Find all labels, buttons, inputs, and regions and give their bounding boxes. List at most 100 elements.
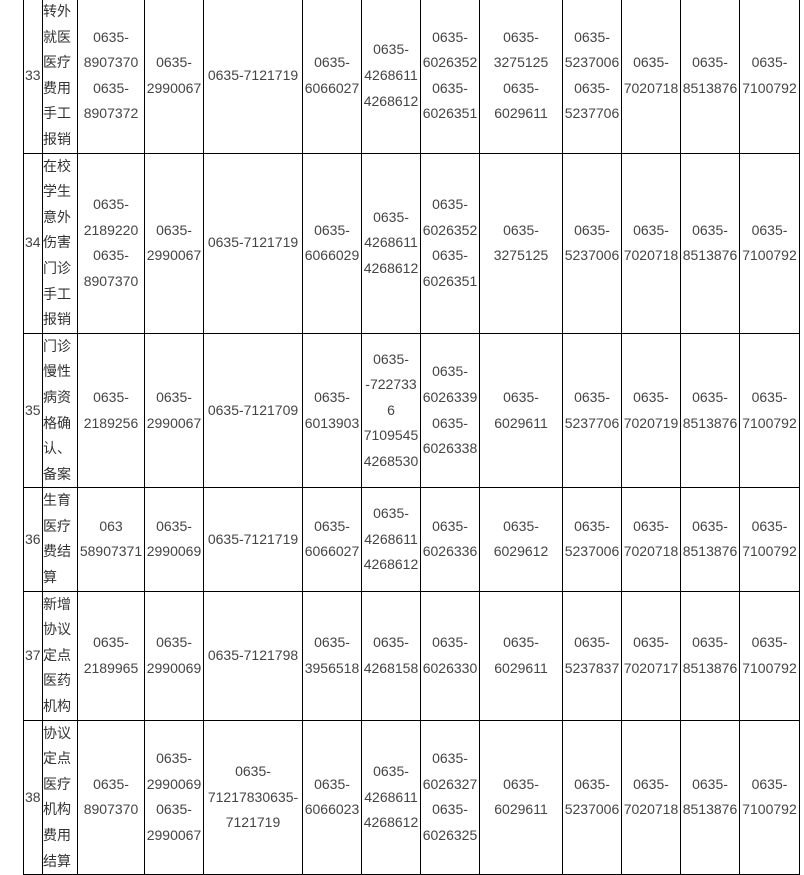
phone-cell: 0635-2990069 0635-2990067 xyxy=(144,719,204,875)
phone-number: 0635-5237006 xyxy=(564,517,620,560)
phone-cell: 0635-5237837 xyxy=(562,590,622,721)
phone-cell: 0635-8513876 xyxy=(680,332,740,489)
phone-cell: 0635-5237006 xyxy=(562,152,622,334)
phone-cell: 0635-2189965 xyxy=(77,590,145,721)
phone-number: 0635-8907370 xyxy=(83,28,139,71)
phone-cell: 0635-6026352 0635-6026351 xyxy=(420,152,480,334)
service-name: 生育医疗费结算 xyxy=(42,487,78,592)
phone-number: 0635-5237837 xyxy=(564,634,620,676)
phone-cell: 0635-7121719 xyxy=(203,152,303,334)
phone-cell: 0635-6026330 xyxy=(420,590,480,721)
phone-cell: 0635-2990069 xyxy=(144,487,204,592)
phone-cell: 0635-5237006 xyxy=(562,719,622,875)
phone-number: 0635-7121719 xyxy=(207,234,299,251)
phone-cell: 0635-2990069 xyxy=(144,590,204,721)
phone-number: 0635-8907370 xyxy=(83,775,139,818)
phone-number: 0635-6026351 xyxy=(422,79,478,122)
phone-number: 0635-2990067 xyxy=(146,388,202,431)
phone-number: 0635-7100792 xyxy=(742,388,797,431)
phone-number: 0635-7100792 xyxy=(742,54,797,96)
phone-number: 0635-6026351 xyxy=(422,247,478,289)
phone-cell: 0635-7100792 xyxy=(739,332,800,489)
phone-cell: 0635-5237706 xyxy=(562,332,622,489)
phone-cell: 0635-3275125 xyxy=(479,152,563,334)
table-row: 36 生育医疗费结算 063 58907371 0635-2990069 0635-71… xyxy=(23,487,800,592)
phone-number: 0635-5237006 xyxy=(564,775,620,818)
phone-cell: 063 58907371 xyxy=(77,487,145,592)
phone-cell: 0635-5237006 0635-5237706 xyxy=(562,0,622,154)
phone-number: 0635-6026325 xyxy=(422,801,478,843)
phone-cell: 0635-2189256 xyxy=(77,332,145,489)
phone-cell: 0635-8513876 xyxy=(680,590,740,721)
service-name: 在校学生意外伤害门诊手工报销 xyxy=(42,152,78,334)
phone-cell: 0635-7121709 xyxy=(203,332,303,489)
phone-cell: 0635-71217830635-7121719 xyxy=(203,719,303,875)
row-number: 38 xyxy=(23,719,43,875)
phone-number: 0635-2990067 xyxy=(146,801,202,843)
table-row: 33 转外就医医疗费用手工报销 0635-8907370 0635-8907372 06… xyxy=(23,0,800,154)
phone-number: 0635-3275125 xyxy=(493,221,549,264)
phone-number: 0635-7121798 xyxy=(207,646,299,663)
phone-cell: 0635-6066023 xyxy=(302,719,362,875)
phone-number: 0635-4268611 xyxy=(364,208,418,251)
phone-cell: 0635-7121719 xyxy=(203,0,303,154)
phone-number: 0635-2990069 xyxy=(146,750,202,792)
phone-cell: 0635-7100792 xyxy=(739,0,800,154)
phone-cell: 0635-4268611 4268612 xyxy=(361,487,421,592)
phone-cell: 0635--7227336 7109545 4268530 xyxy=(361,332,421,489)
phone-number: 0635-7100792 xyxy=(742,221,797,264)
phone-number: 0635-6029612 xyxy=(493,517,549,560)
phone-cell: 0635-3275125 0635-6029611 xyxy=(479,0,563,154)
phone-cell: 0635-8513876 xyxy=(680,152,740,334)
phone-number: 0635-7020719 xyxy=(623,388,679,431)
phone-number: 0635-2189220 xyxy=(83,195,139,238)
phone-number: 0635-7100792 xyxy=(742,517,797,560)
phone-number: 0635-6029611 xyxy=(494,775,548,818)
phone-cell: 0635-6026352 0635-6026351 xyxy=(420,0,480,154)
row-number: 34 xyxy=(23,152,43,334)
phone-number: 0635-8513876 xyxy=(682,634,738,676)
phone-cell: 0635-7100792 xyxy=(739,487,800,592)
service-name: 转外就医医疗费用手工报销 xyxy=(42,0,78,154)
phone-cell: 0635-6066027 xyxy=(302,487,362,592)
phone-number: 0635-4268611 xyxy=(364,41,418,83)
phone-number: 0635-8907370 xyxy=(83,247,139,289)
phone-number: 0635-2189965 xyxy=(83,634,139,676)
phone-number: 4268612 xyxy=(363,556,419,573)
phone-number: 0635-2990067 xyxy=(146,54,202,96)
phone-cell: 0635-8907370 0635-8907372 xyxy=(77,0,145,154)
phone-number: 0635-8513876 xyxy=(682,517,738,560)
phone-cell: 0635-2990067 xyxy=(144,332,204,489)
phone-number: 0635-6029611 xyxy=(494,634,548,676)
phone-number: 0635-6026338 xyxy=(422,414,478,457)
phone-number: 0635-5237706 xyxy=(564,79,620,122)
phone-number: 0635-7020718 xyxy=(623,775,679,818)
table-row: 37 新增协议定点医药机构 0635-2189965 0635-2990069 0635… xyxy=(23,590,800,721)
phone-number: 0635-4268158 xyxy=(363,634,419,676)
phone-cell: 0635-8513876 xyxy=(680,719,740,875)
table-row: 34 在校学生意外伤害门诊手工报销 0635-2189220 0635-8907370… xyxy=(23,152,800,334)
table-row: 38 协议定点医疗机构费用结算 0635-8907370 0635-2990069 06… xyxy=(23,719,800,875)
phone-cell: 0635-6029612 xyxy=(479,487,563,592)
phone-cell: 0635-6029611 xyxy=(479,590,563,721)
phone-number: 0635-8513876 xyxy=(682,54,738,96)
phone-number: 0635-4268611 xyxy=(364,505,418,547)
phone-number: 0635-8513876 xyxy=(682,775,738,818)
phone-number: 0635-6026352 xyxy=(422,28,478,71)
phone-cell: 0635-7020718 xyxy=(621,152,681,334)
phone-number: 0635-6066023 xyxy=(304,775,360,818)
table-row: 35 门诊慢性病资格确认、备案 0635-2189256 0635-2990067 06… xyxy=(23,332,800,489)
phone-cell: 0635-6066027 xyxy=(302,0,362,154)
phone-number: 0635--7227336 xyxy=(365,350,417,418)
phone-number: 0635-6029611 xyxy=(494,79,548,122)
phone-number: 0635-5237006 xyxy=(564,221,620,264)
phone-number: 0635-2189256 xyxy=(83,388,139,431)
phone-number: 0635-7121719 xyxy=(207,530,299,547)
contact-phone-table: 33 转外就医医疗费用手工报销 0635-8907370 0635-8907372 06… xyxy=(23,0,800,875)
phone-cell: 0635-7121719 xyxy=(203,487,303,592)
phone-number: 0635-2990067 xyxy=(146,221,202,264)
phone-number: 0635-6066029 xyxy=(304,221,360,264)
phone-cell: 0635-4268158 xyxy=(361,590,421,721)
phone-number: 4268530 xyxy=(363,452,419,469)
phone-number: 0635-6066027 xyxy=(304,517,360,560)
